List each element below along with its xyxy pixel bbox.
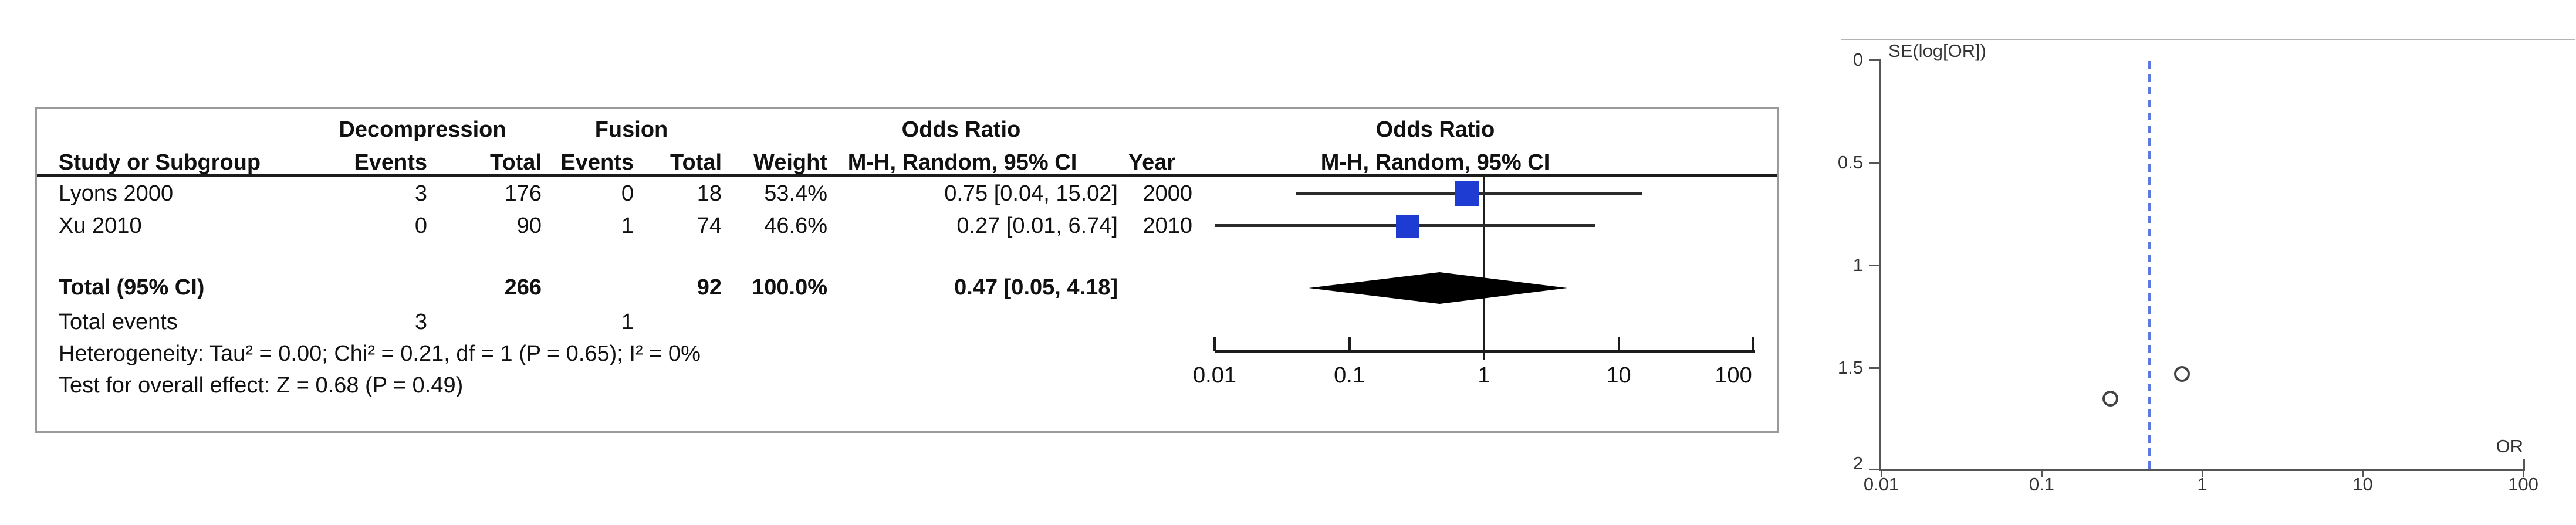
funnel-x-tick-label: 1 <box>2197 474 2207 494</box>
study-year: 2010 <box>1142 214 1192 238</box>
funnel-y-tick-label: 1 <box>1852 255 1863 275</box>
study-events2: 1 <box>621 214 634 238</box>
total-events2: 1 <box>621 310 634 334</box>
total-weight: 100.0% <box>752 275 827 300</box>
study-total2: 74 <box>697 214 722 238</box>
total-label: Total (95% CI) <box>59 275 205 300</box>
overall-effect-text: Test for overall effect: Z = 0.68 (P = 0… <box>59 373 464 398</box>
funnel-y-axis-title: SE(log[OR]) <box>1888 40 1987 61</box>
funnel-point-circle <box>2102 390 2119 407</box>
forest-axis-tick <box>1752 337 1754 351</box>
forest-axis-tick-label: 0.01 <box>1193 363 1236 388</box>
group-header-fusion: Fusion <box>594 117 668 142</box>
forest-axis-tick <box>1348 337 1351 351</box>
forest-axis-tick-label: 1 <box>1478 363 1490 388</box>
col-header-events2: Events <box>560 150 634 175</box>
funnel-x-axis-title: OR <box>2496 436 2524 456</box>
study-name: Xu 2010 <box>59 214 142 238</box>
forest-axis-tick-label: 0.1 <box>1334 363 1365 388</box>
forest-x-axis <box>1215 350 1755 353</box>
funnel-x-tick <box>2041 469 2043 477</box>
col-header-mh-ci-plot: M-H, Random, 95% CI <box>1320 150 1550 175</box>
forest-axis-tick <box>1213 337 1216 351</box>
total-total1: 266 <box>504 275 542 300</box>
col-header-mh-ci: M-H, Random, 95% CI <box>847 150 1077 175</box>
study-events1: 3 <box>414 181 427 206</box>
forest-axis-tick-label: 10 <box>1606 363 1631 388</box>
funnel-x-axis-endcap <box>2523 459 2525 469</box>
study-total2: 18 <box>697 181 722 206</box>
funnel-x-tick-label: 0.1 <box>2029 474 2055 494</box>
col-header-study: Study or Subgroup <box>59 150 261 175</box>
null-effect-line <box>1483 177 1485 360</box>
funnel-pooled-dashed-line <box>2148 61 2151 469</box>
col-header-total1: Total <box>490 150 542 175</box>
study-events1: 0 <box>414 214 427 238</box>
forest-study-square <box>1395 214 1419 238</box>
total-or-ci: 0.47 [0.05, 4.18] <box>954 275 1118 300</box>
total-total2: 92 <box>697 275 722 300</box>
total-events-label: Total events <box>59 310 178 334</box>
funnel-point-circle <box>2173 365 2190 382</box>
group-header-odds-ratio-stat: Odds Ratio <box>901 117 1021 142</box>
study-total1: 176 <box>504 181 542 206</box>
study-weight: 46.6% <box>764 214 827 238</box>
funnel-x-tick-label: 10 <box>2352 474 2373 494</box>
study-year: 2000 <box>1142 181 1192 206</box>
forest-total-diamond <box>1309 272 1568 304</box>
funnel-x-tick <box>2523 469 2524 477</box>
funnel-x-tick <box>2362 469 2364 477</box>
funnel-y-tick <box>1869 59 1881 61</box>
col-header-weight: Weight <box>753 150 827 175</box>
heterogeneity-text: Heterogeneity: Tau² = 0.00; Chi² = 0.21,… <box>59 341 701 366</box>
funnel-top-rule <box>1841 39 2575 40</box>
forest-study-square <box>1455 181 1480 206</box>
study-total1: 90 <box>516 214 542 238</box>
funnel-x-tick-label: 0.01 <box>1863 474 1899 494</box>
funnel-y-tick <box>1869 162 1881 164</box>
study-weight: 53.4% <box>764 181 827 206</box>
study-or-ci: 0.27 [0.01, 6.74] <box>956 214 1118 238</box>
forest-plot-panel <box>35 107 1779 433</box>
funnel-y-tick <box>1869 469 1881 470</box>
study-or-ci: 0.75 [0.04, 15.02] <box>944 181 1118 206</box>
col-header-year: Year <box>1128 150 1176 175</box>
funnel-y-tick-label: 0.5 <box>1837 152 1863 172</box>
funnel-y-tick-label: 2 <box>1852 453 1863 473</box>
col-header-events1: Events <box>354 150 427 175</box>
forest-axis-tick <box>1483 337 1485 351</box>
group-header-odds-ratio-plot: Odds Ratio <box>1375 117 1495 142</box>
forest-axis-tick-label: 100 <box>1715 363 1752 388</box>
funnel-y-tick-label: 1.5 <box>1837 357 1863 378</box>
funnel-y-tick <box>1869 265 1881 266</box>
funnel-x-tick <box>1881 469 1882 477</box>
funnel-y-tick-label: 0 <box>1852 49 1863 70</box>
study-name: Lyons 2000 <box>59 181 174 206</box>
funnel-y-tick <box>1869 367 1881 369</box>
study-events2: 0 <box>621 181 634 206</box>
funnel-x-tick <box>2202 469 2203 477</box>
group-header-decompression: Decompression <box>339 117 506 142</box>
header-rule <box>37 174 1777 177</box>
funnel-x-tick-label: 100 <box>2508 474 2538 494</box>
forest-axis-tick <box>1617 337 1620 351</box>
col-header-total2: Total <box>670 150 722 175</box>
total-events1: 3 <box>414 310 427 334</box>
